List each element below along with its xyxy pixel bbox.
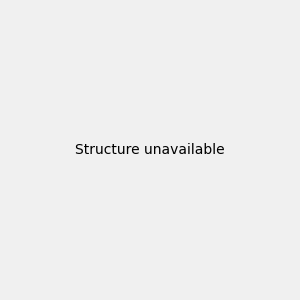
Text: Structure unavailable: Structure unavailable: [75, 143, 225, 157]
